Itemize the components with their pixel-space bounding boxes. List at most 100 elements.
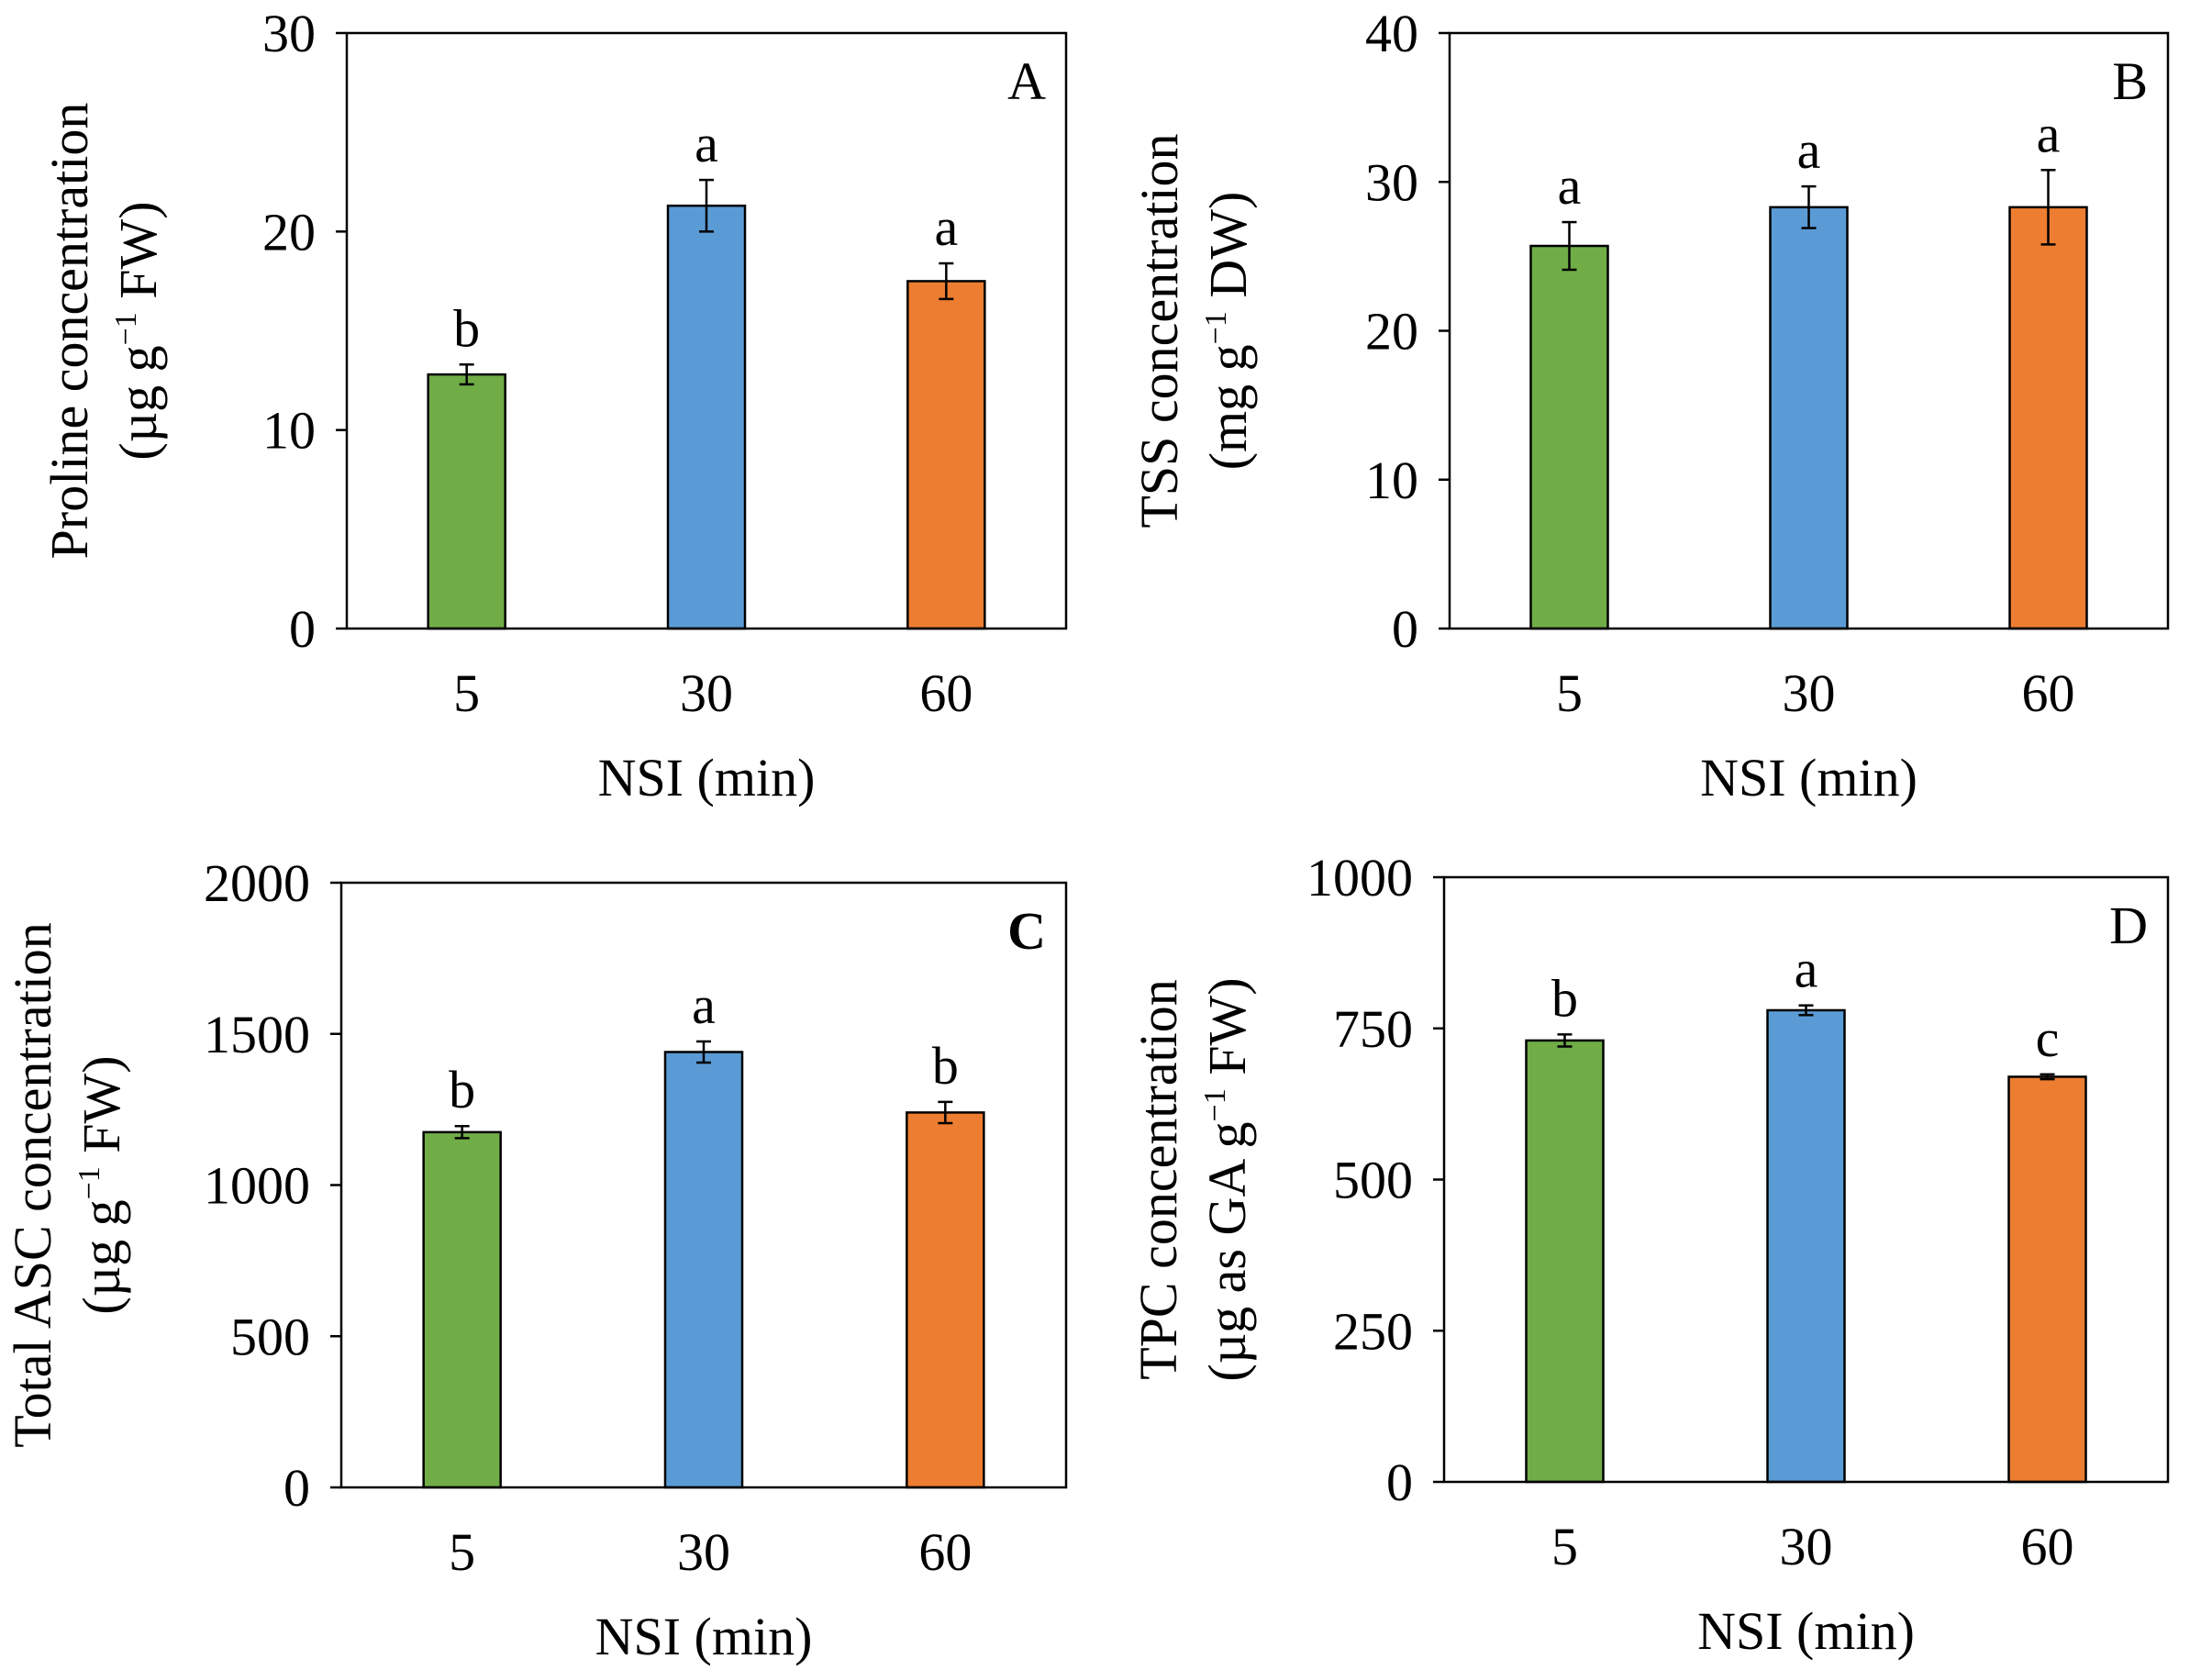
y-tick-label: 0 xyxy=(1392,599,1418,659)
error-bar-5 xyxy=(1562,220,1577,272)
y-axis-title-exponent: −1 xyxy=(72,1166,106,1199)
y-axis-title-basis: FW) xyxy=(72,1055,131,1166)
y-tick-label: 30 xyxy=(1365,152,1418,212)
error-bar-30 xyxy=(1798,1004,1814,1017)
bar-30 xyxy=(663,1051,744,1489)
significance-letter: a xyxy=(1797,120,1821,180)
bar-60 xyxy=(2008,206,2088,630)
y-tick-label: 1500 xyxy=(204,1005,310,1064)
x-tick-label: 60 xyxy=(918,1522,972,1582)
y-tick-label: 20 xyxy=(262,202,316,262)
y-axis-title-unit: (mg g xyxy=(1198,344,1258,470)
y-tick-label: 30 xyxy=(262,4,316,63)
panel-letter: B xyxy=(2112,51,2148,111)
y-tick-label: 2000 xyxy=(204,853,310,913)
bar-5 xyxy=(422,1130,502,1489)
error-bar-5 xyxy=(454,1124,470,1140)
x-axis-title: NSI (min) xyxy=(598,748,816,807)
y-tick-label: 0 xyxy=(283,1458,310,1518)
y-axis-title-line1: TPC concentration xyxy=(1128,979,1188,1380)
y-tick-label: 250 xyxy=(1333,1301,1413,1361)
error-bar-30 xyxy=(696,1040,711,1064)
significance-letter: a xyxy=(934,197,958,257)
bar-30 xyxy=(1769,206,1849,630)
error-bar-60 xyxy=(2040,1073,2055,1081)
error-bar-60 xyxy=(2040,169,2056,246)
y-axis-title-line2: (µg g−1 FW) xyxy=(72,1055,131,1314)
x-tick-label: 5 xyxy=(1556,663,1583,723)
error-bar-60 xyxy=(938,1100,953,1125)
x-tick-label: 60 xyxy=(2021,1517,2074,1576)
y-axis-title-basis: DW) xyxy=(1198,192,1258,311)
x-axis-title: NSI (min) xyxy=(1697,1601,1915,1661)
chart-panels: b 5 a 30 a 60 0 10 20 30 A NSI (min) Proline concent… xyxy=(3,4,2170,1666)
y-axis-title-exponent: −1 xyxy=(1199,311,1233,344)
x-axis-title: NSI (min) xyxy=(595,1607,813,1666)
panel-b: a 5 a 30 a 60 0 10 20 30 40 B NSI (min) TSS concentra… xyxy=(1129,4,2170,807)
error-bar-30 xyxy=(699,178,714,233)
y-tick-label: 40 xyxy=(1365,4,1418,63)
y-axis-title-unit: (µg g xyxy=(108,345,168,460)
y-axis-title-unit: (µg as GA g xyxy=(1197,1121,1257,1381)
y-tick-label: 1000 xyxy=(204,1156,310,1216)
panel-a: b 5 a 30 a 60 0 10 20 30 A NSI (min) Proline concent… xyxy=(39,4,1068,807)
x-tick-label: 30 xyxy=(1780,1517,1833,1576)
panel-letter: D xyxy=(2109,896,2148,955)
plot-frame xyxy=(345,31,1068,630)
y-tick-label: 0 xyxy=(1386,1453,1413,1512)
significance-letter: b xyxy=(932,1036,959,1096)
bar-30 xyxy=(1766,1008,1846,1484)
y-tick-label: 0 xyxy=(289,599,316,659)
y-axis-title-line1: TSS concentration xyxy=(1129,133,1189,528)
y-axis-title-unit: (µg g xyxy=(72,1199,131,1314)
bar-5 xyxy=(1525,1039,1605,1484)
significance-letter: b xyxy=(1551,968,1578,1028)
y-axis-title-line2: (µg as GA g−1 FW) xyxy=(1197,977,1257,1381)
error-bar-60 xyxy=(939,262,954,301)
significance-letter: b xyxy=(449,1060,475,1119)
bar-60 xyxy=(2007,1075,2087,1484)
y-axis-title-exponent: −1 xyxy=(1198,1088,1232,1121)
significance-letter: c xyxy=(2036,1008,2060,1068)
y-tick-label: 20 xyxy=(1365,302,1418,362)
y-axis-title-line1: Total ASC concentration xyxy=(3,922,62,1448)
error-bar-5 xyxy=(1557,1033,1573,1048)
x-tick-label: 5 xyxy=(449,1522,475,1582)
significance-letter: a xyxy=(1795,940,1818,999)
bar-60 xyxy=(906,1111,985,1489)
panel-letter: C xyxy=(1007,901,1046,961)
significance-letter: a xyxy=(2037,104,2061,163)
x-tick-label: 30 xyxy=(1783,663,1836,723)
panel-letter: A xyxy=(1007,51,1046,111)
bar-30 xyxy=(666,204,747,630)
y-tick-label: 500 xyxy=(230,1307,310,1366)
y-tick-label: 500 xyxy=(1333,1151,1413,1210)
y-tick-label: 1000 xyxy=(1306,848,1413,907)
y-tick-label: 10 xyxy=(262,401,316,461)
x-tick-label: 5 xyxy=(453,663,480,723)
x-axis-title: NSI (min) xyxy=(1700,748,1917,807)
x-tick-label: 5 xyxy=(1551,1517,1578,1576)
y-tick-label: 750 xyxy=(1333,999,1413,1059)
y-tick-label: 10 xyxy=(1365,451,1418,510)
y-axis-title-basis: FW) xyxy=(1197,977,1257,1088)
x-tick-label: 60 xyxy=(919,663,973,723)
panel-c: b 5 a 30 b 60 0 500 1000 1500 2000 C NSI (min) Total … xyxy=(3,853,1068,1666)
bar-60 xyxy=(906,280,986,630)
y-axis-title-line2: (µg g−1 FW) xyxy=(108,201,168,460)
panel-d: b 5 a 30 c 60 0 250 500 750 1000 D NSI (min) TPC conc… xyxy=(1128,848,2170,1661)
significance-letter: a xyxy=(692,975,716,1035)
x-tick-label: 60 xyxy=(2022,663,2075,723)
x-tick-label: 30 xyxy=(680,663,733,723)
bar-5 xyxy=(1529,244,1609,630)
significance-letter: a xyxy=(695,114,718,173)
y-axis-title-line2: (mg g−1 DW) xyxy=(1198,192,1258,471)
x-tick-label: 30 xyxy=(677,1522,730,1582)
error-bar-5 xyxy=(459,363,474,386)
bar-5 xyxy=(427,373,506,630)
y-axis-title-line1: Proline concentration xyxy=(39,103,99,560)
significance-letter: b xyxy=(453,298,480,358)
y-axis-title-exponent: −1 xyxy=(109,312,143,345)
